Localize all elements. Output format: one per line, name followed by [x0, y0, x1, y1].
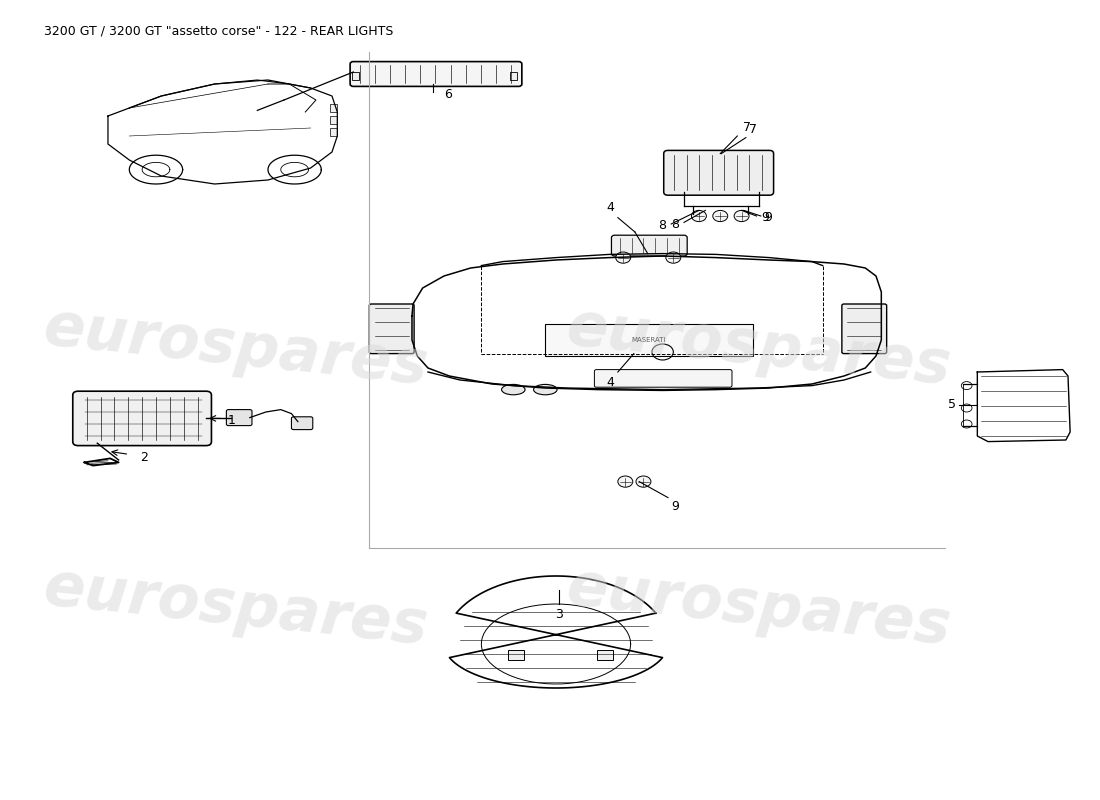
Text: 2: 2 [140, 451, 147, 464]
FancyBboxPatch shape [227, 410, 252, 426]
Text: 9: 9 [764, 211, 772, 224]
Circle shape [692, 210, 706, 222]
Text: eurospares: eurospares [563, 298, 954, 398]
Circle shape [713, 210, 728, 222]
FancyBboxPatch shape [842, 304, 887, 354]
Ellipse shape [534, 384, 557, 394]
Text: 3: 3 [556, 608, 563, 621]
FancyBboxPatch shape [292, 417, 312, 430]
Text: 7: 7 [749, 123, 757, 136]
Text: 3200 GT / 3200 GT "assetto corse" - 122 - REAR LIGHTS: 3200 GT / 3200 GT "assetto corse" - 122 … [44, 24, 394, 37]
FancyBboxPatch shape [663, 150, 773, 195]
Bar [510, 72, 517, 80]
Circle shape [636, 476, 651, 487]
Text: 6: 6 [444, 88, 452, 101]
Text: 8: 8 [671, 218, 679, 230]
Bar [330, 116, 338, 124]
FancyBboxPatch shape [546, 324, 754, 356]
Bar [352, 72, 359, 80]
Text: 1: 1 [228, 414, 235, 427]
Bar [330, 128, 338, 136]
Text: 4: 4 [607, 202, 615, 214]
Text: MASERATI: MASERATI [631, 337, 666, 343]
Text: 8: 8 [658, 219, 666, 232]
FancyBboxPatch shape [350, 62, 521, 86]
FancyBboxPatch shape [612, 235, 688, 256]
Text: eurospares: eurospares [41, 298, 431, 398]
Text: 4: 4 [607, 376, 615, 389]
Text: 7: 7 [742, 122, 750, 134]
FancyBboxPatch shape [594, 370, 732, 387]
Text: 5: 5 [948, 398, 956, 411]
Circle shape [616, 252, 630, 263]
Bar [508, 650, 524, 660]
Text: 9: 9 [671, 500, 679, 513]
FancyBboxPatch shape [73, 391, 211, 446]
Bar [330, 104, 338, 112]
Text: 9: 9 [761, 211, 769, 224]
Text: eurospares: eurospares [563, 558, 954, 658]
Ellipse shape [502, 384, 525, 394]
Circle shape [666, 252, 681, 263]
Bar [596, 650, 613, 660]
FancyBboxPatch shape [370, 304, 414, 354]
Text: eurospares: eurospares [41, 558, 431, 658]
Circle shape [618, 476, 632, 487]
Circle shape [734, 210, 749, 222]
